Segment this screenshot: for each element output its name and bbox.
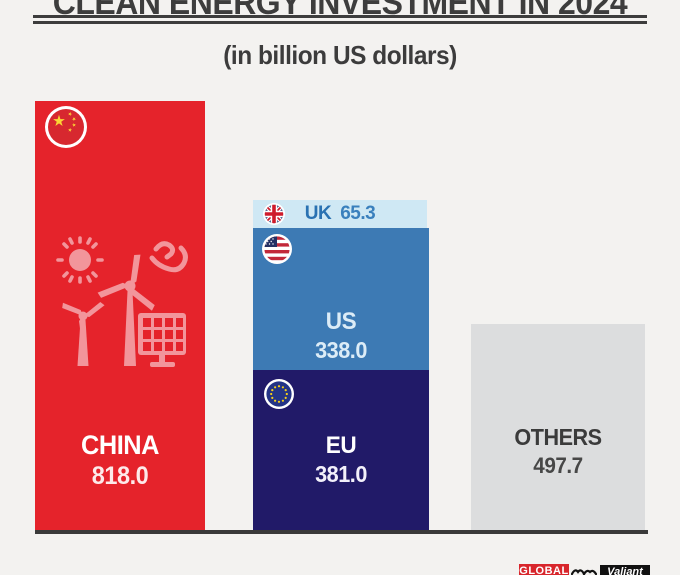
others-label: OTHERS [514,424,602,450]
sun-icon [56,236,104,284]
china-flag-icon [45,106,87,153]
us-label: US [325,308,357,335]
bar-china: CHINA 818.0 [35,101,205,530]
segment-us: US 338.0 [253,228,429,370]
us-flag-icon [262,234,292,269]
uk-value: 65.3 [340,203,376,224]
global-logo: GLOBAL [519,564,569,575]
bar-stack-uk-us-eu: UK 65.3 [253,200,429,530]
renewables-illustration [56,236,188,367]
us-value: 338.0 [315,337,367,363]
page-subtitle: (in billion US dollars) [223,40,457,70]
title-underline-bottom [33,21,647,24]
doves-icon [570,564,598,575]
valiant-logo: Valiant [600,565,650,575]
wind-icon [149,241,188,273]
segment-uk: UK 65.3 [253,200,427,228]
segment-eu: EU 381.0 [253,370,429,530]
wind-turbine-icon [62,254,155,366]
eu-flag-icon [264,379,294,414]
eu-value: 381.0 [315,461,367,487]
china-value: 818.0 [91,462,149,490]
others-value: 497.7 [533,453,583,478]
title-underline-top [33,15,647,18]
chart-baseline [35,530,648,534]
china-label: CHINA [80,430,160,460]
bar-others: OTHERS 497.7 [471,324,645,530]
uk-flag-icon [263,203,285,230]
uk-label: UK [304,203,332,224]
solar-panel-icon [138,313,186,367]
eu-label: EU [325,432,357,459]
